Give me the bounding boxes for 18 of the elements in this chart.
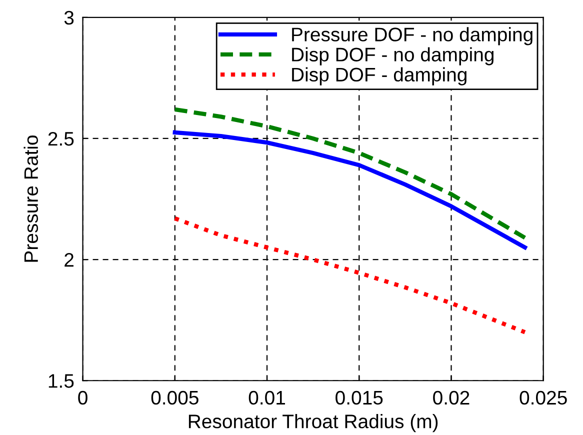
- x-axis-title: Resonator Throat Radius (m): [188, 414, 438, 432]
- y-axis-title: Pressure Ratio: [24, 136, 38, 262]
- x-tick-label: 0.02: [433, 390, 470, 405]
- legend-label: Pressure DOF - no damping: [292, 27, 532, 46]
- x-tick-label: 0.025: [520, 390, 567, 405]
- y-tick-label: 2.5: [48, 132, 74, 146]
- legend-label: Disp DOF - no damping: [292, 47, 494, 66]
- legend-label: Disp DOF - damping: [292, 67, 466, 86]
- line-series: [172, 107, 528, 240]
- line-series: [172, 130, 528, 250]
- x-tick-label: 0.015: [336, 390, 383, 405]
- y-tick-label: 3: [64, 10, 74, 25]
- y-tick-label: 2: [64, 253, 74, 267]
- x-tick-label: 0.01: [248, 390, 285, 405]
- x-tick-label: 0.005: [151, 390, 198, 405]
- x-tick-label: 0: [78, 390, 88, 405]
- y-tick-label: 1.5: [48, 374, 74, 388]
- line-series: [172, 216, 528, 334]
